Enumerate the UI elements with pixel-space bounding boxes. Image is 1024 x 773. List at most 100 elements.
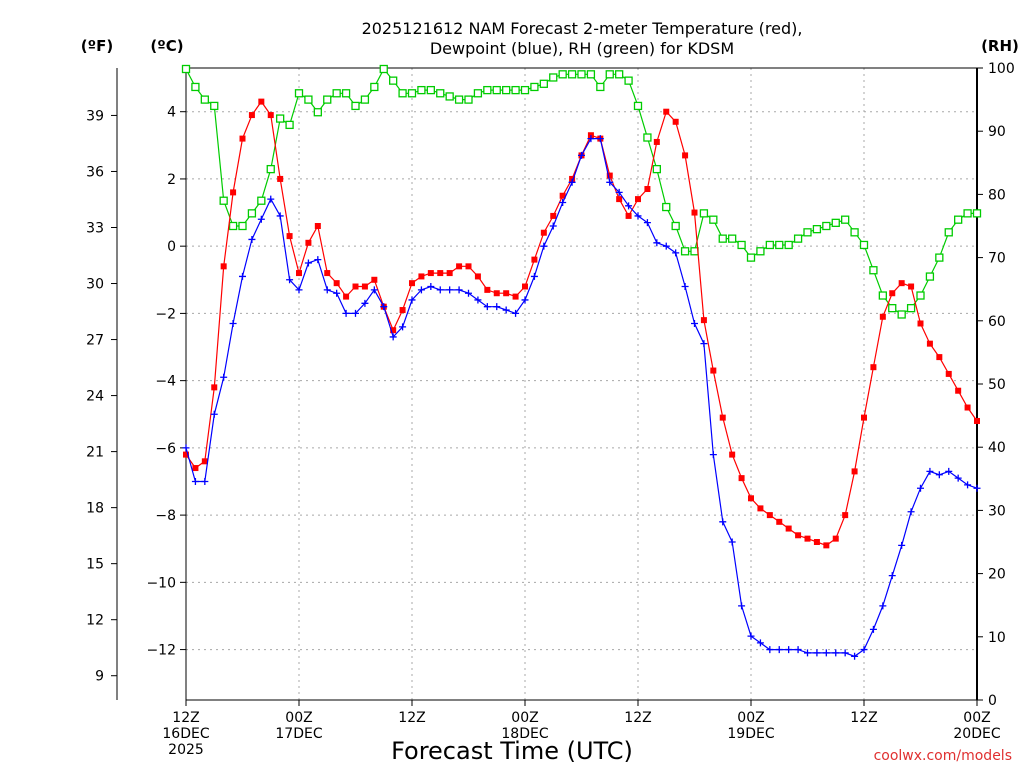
dewpoint-point xyxy=(643,219,651,227)
dewpoint-point xyxy=(314,256,322,264)
temperature-point xyxy=(248,112,255,119)
rh-point xyxy=(812,225,822,234)
rh-point xyxy=(728,234,737,243)
dewpoint-point xyxy=(191,477,199,485)
rh-point xyxy=(530,82,539,92)
temperature-point xyxy=(465,263,472,270)
dewpoint-point xyxy=(907,508,915,516)
temperature-point xyxy=(898,280,905,287)
dewpoint-point xyxy=(935,471,943,479)
dewpoint-point xyxy=(615,188,623,196)
rh-point xyxy=(690,247,699,256)
dewpoint-point xyxy=(587,135,595,143)
temperature-point xyxy=(277,175,284,182)
chart-title-line-1: 2025121612 NAM Forecast 2-meter Temperat… xyxy=(362,19,803,38)
dewpoint-point xyxy=(493,303,501,311)
dewpoint-point xyxy=(342,309,350,317)
dewpoint-point xyxy=(530,272,538,280)
temperature-point xyxy=(625,212,632,219)
rh-point xyxy=(822,221,831,231)
rh-point xyxy=(341,89,351,98)
rh-point xyxy=(417,85,426,95)
dewpoint-point xyxy=(606,178,614,186)
rh-point xyxy=(454,95,464,104)
temperature-point xyxy=(738,475,745,482)
fahrenheit-tick-label: 27 xyxy=(86,333,104,349)
dewpoint-point xyxy=(775,646,783,654)
dewpoint-point xyxy=(973,484,981,492)
temperature-point xyxy=(371,276,378,283)
credit-text: coolwx.com/models xyxy=(874,748,1012,764)
dewpoint-point xyxy=(559,198,567,206)
dewpoint-point xyxy=(474,296,482,304)
rh-point xyxy=(935,253,944,262)
dewpoint-point xyxy=(512,309,520,317)
x-tick-label: 12Z xyxy=(624,710,651,726)
temperature-point xyxy=(700,317,707,324)
temperature-point xyxy=(230,189,237,196)
dewpoint-point xyxy=(945,467,953,475)
rh-point xyxy=(247,209,257,218)
dewpoint-point xyxy=(794,646,802,654)
rh-point xyxy=(680,247,690,256)
temperature-point xyxy=(672,118,679,125)
rh-tick-label: 50 xyxy=(988,377,1006,393)
temperature-point xyxy=(719,414,726,421)
dewpoint-point xyxy=(286,276,294,284)
rh-tick-label: 40 xyxy=(988,440,1006,456)
rh-point xyxy=(662,202,671,212)
rh-point xyxy=(954,215,963,224)
dewpoint-point xyxy=(210,410,218,418)
fahrenheit-tick-label: 9 xyxy=(95,669,104,685)
rh-unit-label: (RH) xyxy=(981,37,1019,55)
dewpoint-point xyxy=(728,538,736,546)
rh-point xyxy=(841,215,850,224)
celsius-unit-label: (ºC) xyxy=(150,37,183,55)
temperature-point xyxy=(343,293,350,300)
rh-tick-label: 100 xyxy=(988,61,1015,77)
temperature-point xyxy=(861,414,867,421)
temperature-point xyxy=(804,535,811,542)
rh-point xyxy=(878,291,887,300)
rh-point xyxy=(737,240,746,250)
x-tick-label: 17DEC xyxy=(275,726,322,742)
temperature-point xyxy=(437,270,444,277)
temperature-point xyxy=(955,387,962,394)
rh-point xyxy=(483,85,492,95)
temperature-point xyxy=(333,280,340,287)
rh-point xyxy=(643,133,652,142)
dewpoint-point xyxy=(822,649,830,657)
dewpoint-point xyxy=(681,283,689,291)
dewpoint-point xyxy=(455,286,463,294)
dewpoint-point xyxy=(257,215,265,223)
rh-point xyxy=(445,92,454,101)
rh-point xyxy=(389,76,398,85)
x-tick-label: 18DEC xyxy=(501,726,548,742)
rh-point xyxy=(238,221,247,231)
dewpoint-point xyxy=(832,649,840,657)
rh-point xyxy=(859,240,869,250)
dewpoint-point xyxy=(851,652,859,660)
dewpoint-series xyxy=(182,135,981,660)
dewpoint-point xyxy=(879,602,887,610)
x-tick-label: 16DEC xyxy=(162,726,209,742)
celsius-tick-label: −4 xyxy=(155,374,176,390)
dewpoint-point xyxy=(239,272,246,280)
celsius-tick-label: 0 xyxy=(167,239,176,255)
dewpoint-point xyxy=(436,286,444,294)
rh-point xyxy=(709,215,718,224)
dewpoint-point xyxy=(898,541,906,549)
rh-point xyxy=(784,240,793,250)
temperature-point xyxy=(908,283,915,290)
rh-point xyxy=(426,85,435,95)
rh-point xyxy=(756,247,765,256)
temperature-point xyxy=(917,320,924,327)
rh-point xyxy=(869,266,878,275)
rh-tick-label: 30 xyxy=(988,503,1006,519)
dewpoint-point xyxy=(248,235,256,243)
temperature-point xyxy=(653,138,660,145)
temperature-point xyxy=(305,239,312,246)
dewpoint-point xyxy=(446,286,454,294)
temperature-point xyxy=(663,108,670,115)
